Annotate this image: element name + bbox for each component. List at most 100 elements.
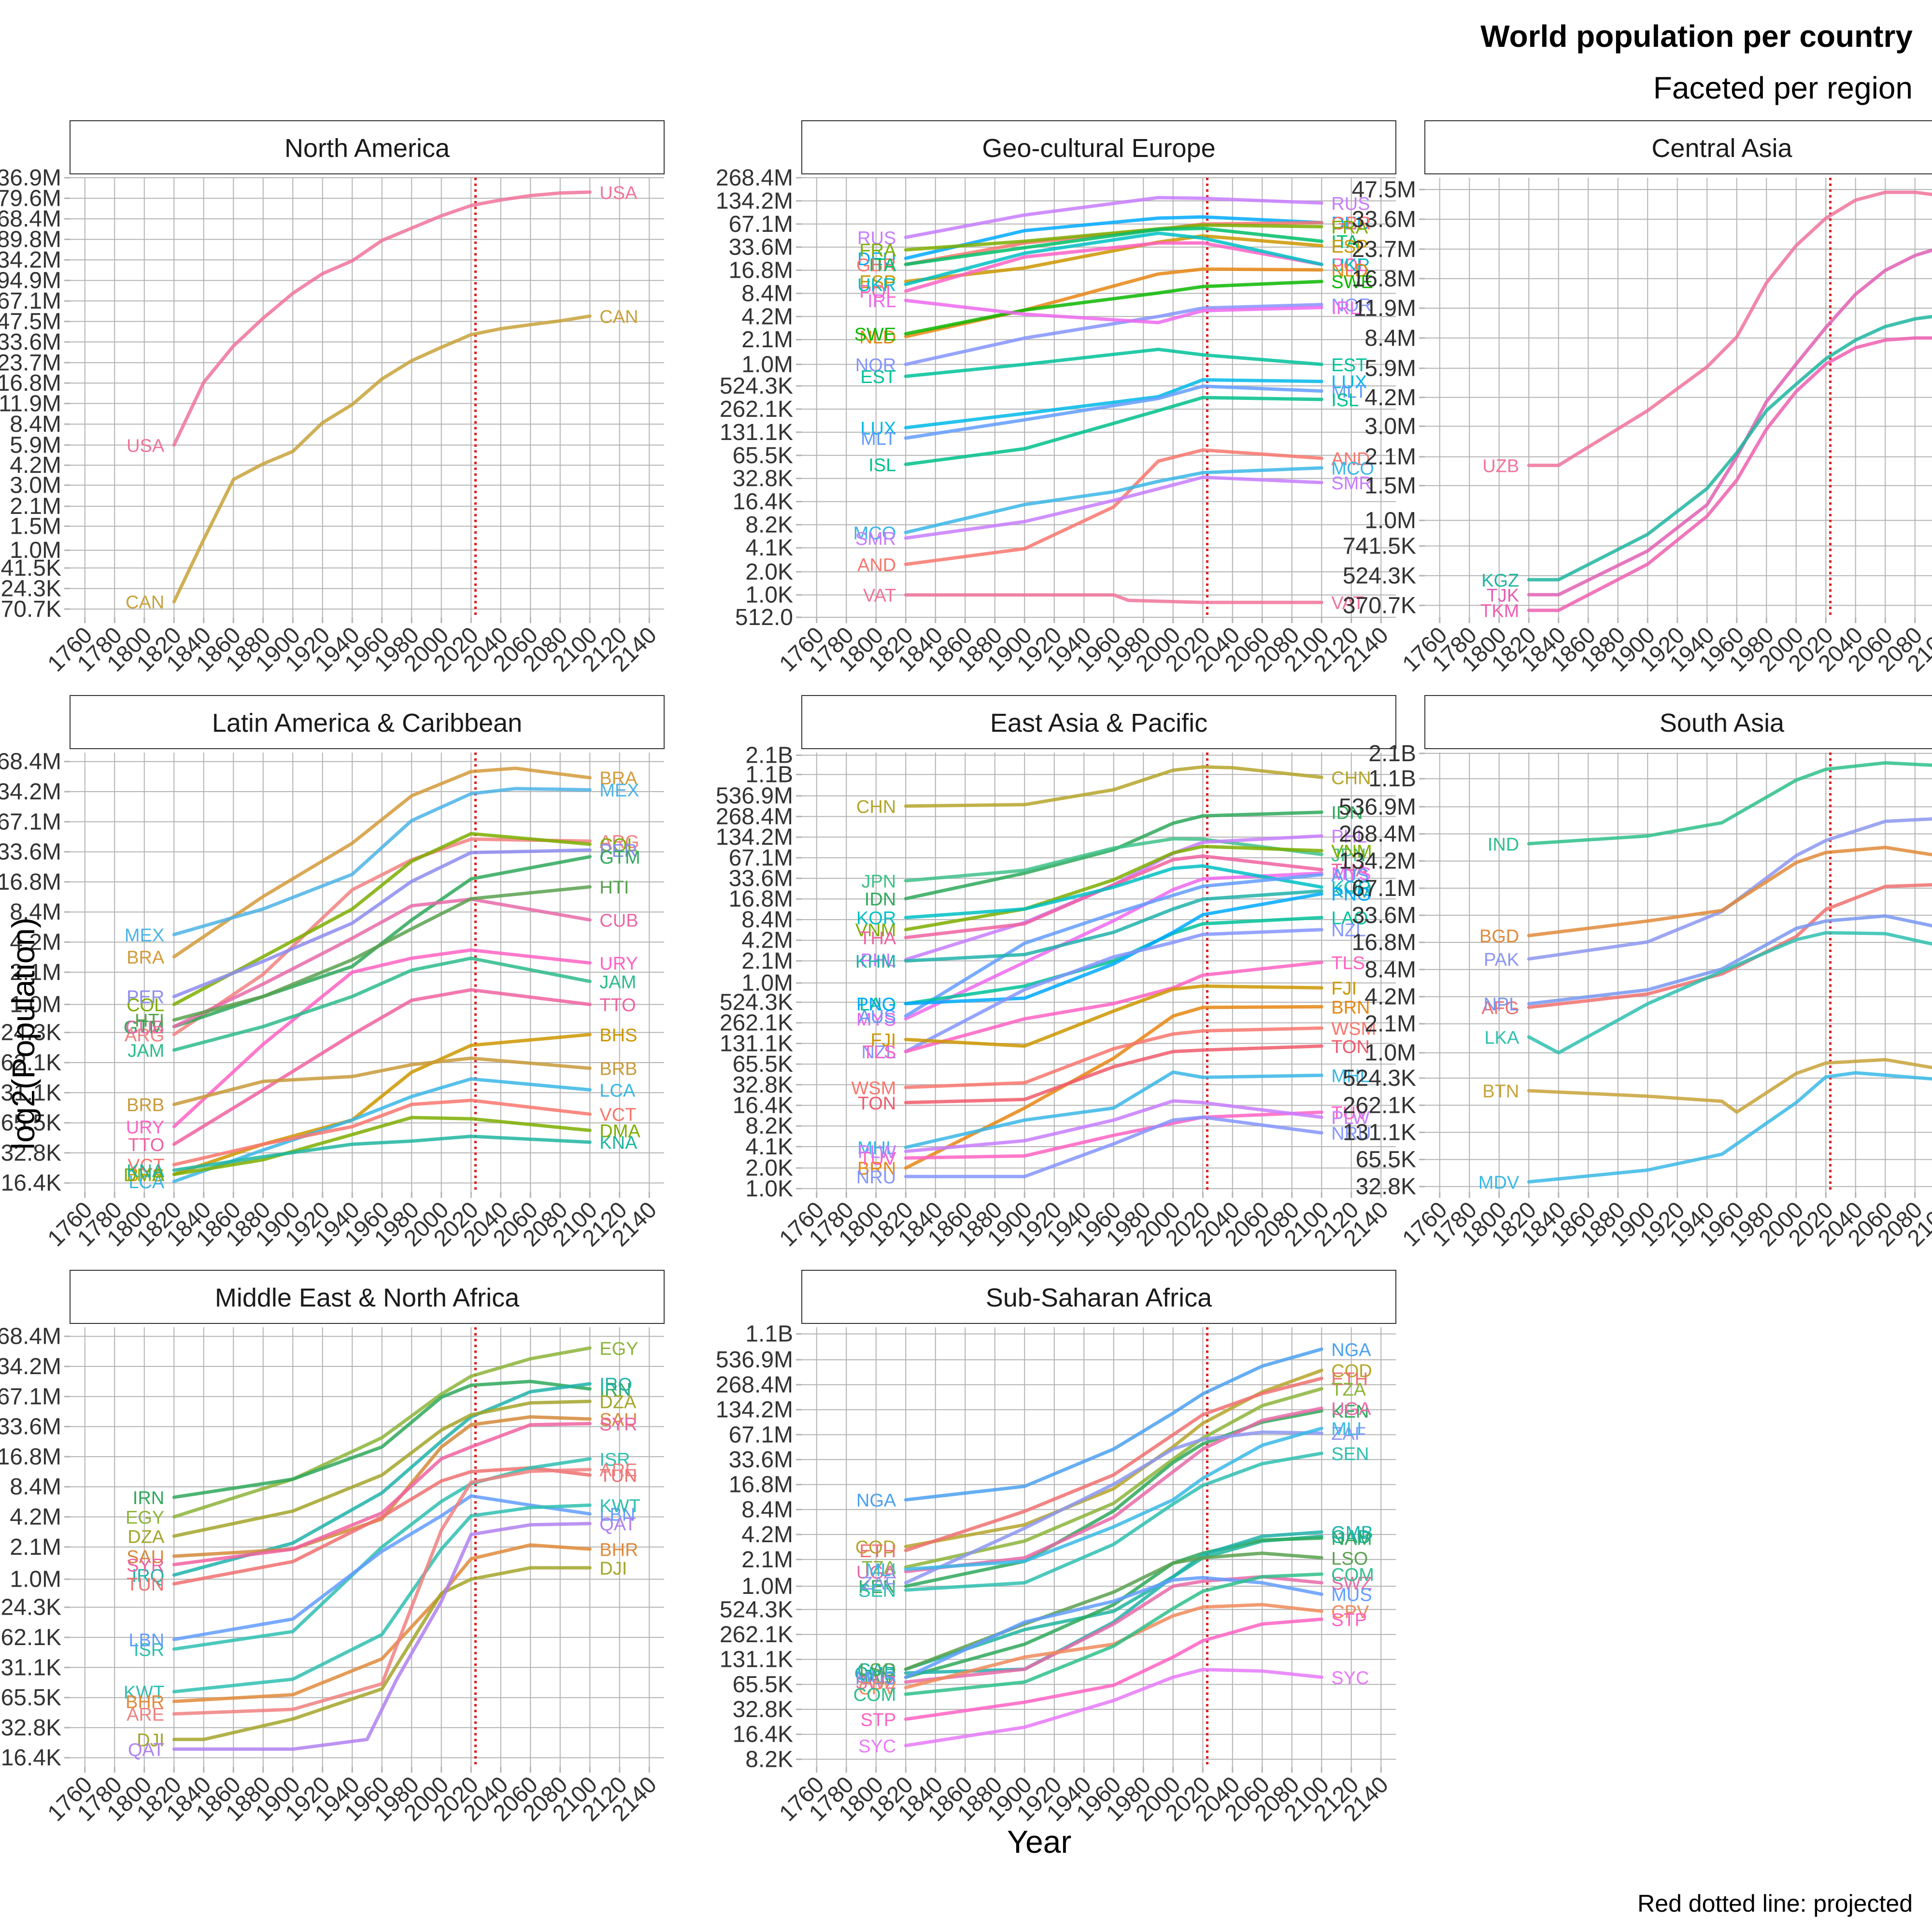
series-end-label: BHS: [599, 1025, 637, 1046]
y-tick-label: 2.1M: [741, 327, 793, 353]
series-end-label: DMA: [599, 1121, 640, 1141]
y-tick-label: 524.3K: [0, 576, 61, 601]
series-line-est: [904, 347, 1323, 378]
y-tick-label: 268.4M: [1339, 822, 1416, 847]
series-end-label: ETH: [1331, 1369, 1368, 1390]
series-start-label: NLD: [859, 327, 896, 348]
y-tick-label: 67.1M: [729, 212, 793, 237]
y-tick-label: 8.4M: [10, 1474, 61, 1500]
series-end-label: ITA: [1331, 232, 1359, 253]
series-line-kna: [172, 1135, 592, 1172]
series-line-tjk: [1527, 248, 1932, 597]
y-tick-label: 8.4M: [10, 899, 61, 925]
series-line-uga: [904, 1406, 1323, 1574]
y-tick-label: 2.1M: [1364, 1011, 1416, 1037]
y-tick-label: 65.5K: [733, 1051, 793, 1077]
series-line-mco: [904, 466, 1323, 534]
series-start-label: USA: [127, 436, 165, 456]
series-line-wsm: [904, 1026, 1323, 1089]
facet-title: Latin America & Caribbean: [212, 709, 522, 738]
series-line-lso: [904, 1551, 1323, 1671]
series-start-label: MDV: [1478, 1173, 1520, 1193]
y-tick-label: 2.1B: [745, 743, 793, 768]
series-line-tkm: [1527, 336, 1932, 612]
series-line-mus: [904, 1576, 1323, 1679]
series-line-zaf: [904, 1430, 1323, 1585]
series-end-label: CAN: [599, 307, 638, 327]
series-start-label: ISL: [868, 455, 896, 475]
y-tick-label: 189.8M: [0, 227, 61, 253]
series-line-tuv: [904, 1110, 1323, 1160]
series-line-hti: [172, 885, 592, 1022]
y-tick-label: 134.2M: [716, 188, 793, 214]
y-tick-label: 65.5K: [733, 443, 793, 469]
y-tick-label: 262.1K: [0, 1625, 61, 1650]
y-tick-label: 16.4K: [733, 1722, 793, 1747]
facet-strip: [70, 695, 665, 749]
series-start-label: BGD: [1479, 926, 1519, 947]
series-line-eth: [904, 1377, 1323, 1552]
series-start-label: JPN: [861, 871, 896, 892]
series-line-can: [172, 314, 592, 604]
series-end-label: MUS: [1331, 1585, 1372, 1605]
series-start-label: BRB: [127, 1095, 164, 1116]
series-start-label: MUS: [855, 1668, 896, 1688]
series-end-label: DJI: [599, 1559, 627, 1579]
y-tick-label: 4.1K: [745, 1134, 793, 1160]
series-start-label: IDN: [865, 890, 896, 910]
series-end-label: QAT: [599, 1514, 636, 1534]
series-start-label: ITA: [869, 255, 896, 275]
series-start-label: DJI: [137, 1730, 164, 1750]
facet-title: Sub-Saharan Africa: [986, 1283, 1212, 1312]
y-tick-label: 32.8K: [1, 1140, 61, 1166]
series-start-label: SYC: [858, 1736, 896, 1757]
y-tick-label: 4.2M: [10, 1505, 61, 1530]
series-start-label: KNA: [127, 1161, 165, 1181]
series-line-btn: [1527, 1058, 1932, 1114]
series-start-label: UZB: [1482, 456, 1519, 476]
series-line-lux: [904, 378, 1323, 429]
series-line-and: [904, 448, 1323, 566]
series-start-label: STP: [860, 1710, 896, 1730]
y-tick-label: 16.8M: [1352, 930, 1416, 955]
y-tick-label: 134.2M: [0, 1354, 61, 1379]
y-tick-label: 23.7M: [0, 350, 61, 376]
series-line-arg: [172, 837, 592, 1037]
series-end-label: DEU: [1331, 213, 1370, 234]
series-line-rus: [904, 196, 1323, 239]
y-tick-label: 131.1K: [0, 1655, 61, 1680]
series-end-label: JPN: [1331, 845, 1366, 866]
series-line-syr: [172, 1421, 592, 1566]
y-tick-label: 47.5M: [1352, 177, 1416, 202]
series-line-kgz: [1527, 314, 1932, 582]
y-tick-label: 524.3K: [720, 373, 793, 399]
series-start-label: RUS: [857, 228, 896, 248]
series-end-label: UKR: [1331, 255, 1370, 275]
y-tick-label: 33.6M: [729, 235, 793, 260]
y-tick-label: 1.0M: [10, 538, 61, 563]
series-line-ind: [1527, 761, 1932, 846]
series-start-label: KEN: [858, 1577, 896, 1597]
series-line-tto: [172, 988, 592, 1146]
series-end-label: JAM: [599, 972, 636, 993]
series-end-label: PER: [599, 841, 637, 861]
facet-panel: Sub-Saharan Africa 8.2K16.4K32.8K65.5K131…: [716, 1270, 1396, 1826]
series-start-label: MLI: [866, 1560, 896, 1580]
series-end-label: MEX: [599, 781, 639, 801]
series-line-swe: [904, 280, 1323, 336]
series-start-label: PNG: [856, 994, 896, 1015]
series-start-label: PAK: [1484, 950, 1519, 970]
y-tick-label: 16.8M: [0, 1444, 61, 1470]
y-tick-label: 4.2M: [10, 930, 61, 955]
series-end-label: NGA: [1331, 1340, 1371, 1360]
series-end-label: KOR: [1331, 878, 1371, 898]
series-end-label: ARG: [599, 832, 639, 852]
series-line-khm: [904, 889, 1323, 963]
y-tick-label: 5.9M: [1364, 355, 1416, 381]
series-end-label: WSM: [1331, 1019, 1376, 1039]
series-start-label: UKR: [857, 275, 896, 296]
y-tick-label: 8.4M: [1364, 957, 1416, 982]
series-line-irq: [172, 1382, 592, 1577]
y-tick-label: 4.2M: [1364, 385, 1416, 411]
series-line-irl: [904, 298, 1323, 325]
